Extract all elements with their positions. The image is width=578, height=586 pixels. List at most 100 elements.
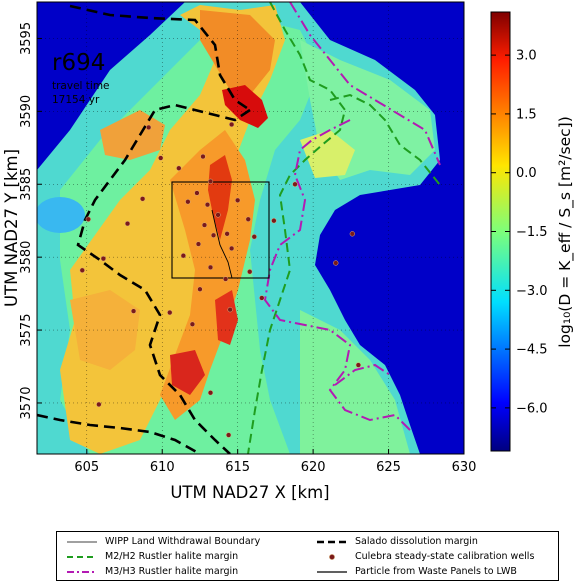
- calibration-well: [355, 362, 362, 368]
- run-label: r694: [52, 50, 105, 76]
- calibration-well: [85, 216, 91, 222]
- x-tick-label: 620: [301, 460, 326, 475]
- colorbar-tick-label: −3.0: [516, 284, 548, 299]
- axes-frame: [36, 1, 465, 455]
- legend-item-m3: M3/H3 Rustler halite margin: [65, 565, 238, 579]
- overlay-lines: [37, 2, 441, 454]
- calibration-well: [167, 309, 173, 316]
- x-ticks: 605 610 615 620 625 630: [74, 449, 476, 475]
- calibration-well: [235, 197, 241, 203]
- calibration-well: [207, 390, 214, 396]
- m3-margin: [263, 2, 441, 431]
- colorbar-ticks: 3.0 1.5 0.0 −1.5 −3.0 −4.5 −6.0: [491, 49, 548, 416]
- calibration-well: [207, 178, 214, 184]
- legend-item-m2: M2/H2 Rustler halite margin: [65, 550, 238, 564]
- calibration-well: [158, 155, 164, 161]
- land-south-green: [300, 310, 410, 454]
- north-orange: [200, 10, 275, 95]
- calibration-well: [225, 432, 232, 438]
- calibration-well: [228, 121, 235, 128]
- calibration-well: [292, 181, 298, 187]
- central-orange: [160, 130, 255, 420]
- legend-swatch-m3: [65, 565, 99, 579]
- y-tick-label: 3590: [19, 95, 34, 128]
- calibration-well: [197, 286, 203, 292]
- calibration-well: [207, 264, 214, 271]
- colorbar-tick-label: 1.5: [516, 107, 537, 122]
- wells-layer: [79, 121, 362, 438]
- legend-item-salado: Salado dissolution margin: [315, 535, 478, 549]
- calibration-well: [194, 190, 200, 196]
- y-tick-label: 3585: [19, 168, 34, 201]
- calibration-well: [271, 218, 277, 224]
- calibration-well: [251, 234, 257, 240]
- calibration-well: [227, 307, 233, 313]
- y-tick-label: 3580: [19, 241, 34, 274]
- legend: WIPP Land Withdrawal Boundary Salado dis…: [56, 531, 559, 581]
- annotation-travel-time: travel time: [52, 80, 110, 92]
- legend-swatch-salado: [315, 535, 349, 549]
- y-ticks: 3570 3575 3580 3585 3590 3595: [19, 22, 42, 420]
- y-axis-label: UTM NAD27 Y [km]: [2, 149, 21, 307]
- calibration-well: [224, 231, 230, 237]
- legend-item-particle: Particle from Waste Panels to LWB: [315, 565, 517, 579]
- calibration-well: [210, 232, 217, 238]
- colorbar-label: log₁₀(D = K_eff / S_s [m²/sec]): [556, 116, 575, 348]
- legend-swatch-wells: [315, 550, 349, 564]
- calibration-well: [130, 308, 137, 314]
- y-tick-label: 3575: [19, 314, 34, 347]
- legend-item-wipp: WIPP Land Withdrawal Boundary: [65, 535, 260, 549]
- south-red: [215, 290, 238, 345]
- calibration-well: [185, 199, 191, 205]
- calibration-well: [124, 220, 131, 227]
- legend-label-salado: Salado dissolution margin: [355, 536, 478, 547]
- calibration-well: [96, 401, 102, 408]
- annotation-years: 17154 yr: [52, 94, 100, 106]
- calibration-well: [333, 260, 339, 266]
- legend-label-particle: Particle from Waste Panels to LWB: [355, 566, 517, 577]
- calibration-well: [259, 295, 265, 301]
- calibration-well: [189, 321, 196, 327]
- x-tick-label: 615: [225, 460, 250, 475]
- x-axis-label: UTM NAD27 X [km]: [170, 483, 329, 502]
- colorbar-tick-label: −1.5: [516, 225, 548, 240]
- wipp-boundary: [171, 181, 270, 279]
- nw-orange: [100, 110, 165, 160]
- calibration-well: [201, 222, 208, 228]
- colorbar-tick-label: 3.0: [516, 49, 537, 64]
- x-tick-label: 625: [376, 460, 401, 475]
- legend-label-wipp: WIPP Land Withdrawal Boundary: [105, 536, 261, 547]
- calibration-well: [100, 255, 107, 262]
- calibration-well: [204, 202, 211, 208]
- calibration-well: [176, 165, 182, 171]
- calibration-well: [180, 253, 187, 259]
- calibration-well: [200, 153, 206, 160]
- west-low-zone: [37, 197, 85, 233]
- calibration-well: [222, 276, 229, 282]
- calibration-well: [139, 196, 146, 202]
- calibration-well: [349, 231, 355, 237]
- calibration-well: [228, 245, 235, 252]
- calibration-well: [195, 241, 202, 247]
- calibration-well: [79, 267, 85, 273]
- legend-swatch-m2: [65, 550, 99, 564]
- x-tick-label: 610: [150, 460, 175, 475]
- x-tick-label: 630: [452, 460, 477, 475]
- salado-margin: [37, 4, 251, 454]
- calibration-well: [215, 212, 221, 218]
- plot-svg: 605 610 615 620 625 630 3570 3575 3580 3585 3590 3…: [2, 1, 575, 502]
- calibration-well: [146, 124, 152, 131]
- east-yellow: [300, 130, 355, 178]
- central-red: [208, 155, 232, 240]
- y-tick-label: 3570: [19, 386, 34, 419]
- x-tick-label: 605: [74, 460, 99, 475]
- colorbar-tick-label: 0.0: [516, 166, 537, 181]
- legend-swatch-wipp: [65, 535, 99, 549]
- legend-label-wells: Culebra steady-state calibration wells: [355, 551, 535, 562]
- legend-label-m3: M3/H3 Rustler halite margin: [105, 566, 239, 577]
- colorbar-tick-label: −6.0: [516, 401, 548, 416]
- legend-swatch-particle: [315, 565, 349, 579]
- calibration-well: [245, 216, 251, 222]
- calibration-well: [247, 269, 253, 275]
